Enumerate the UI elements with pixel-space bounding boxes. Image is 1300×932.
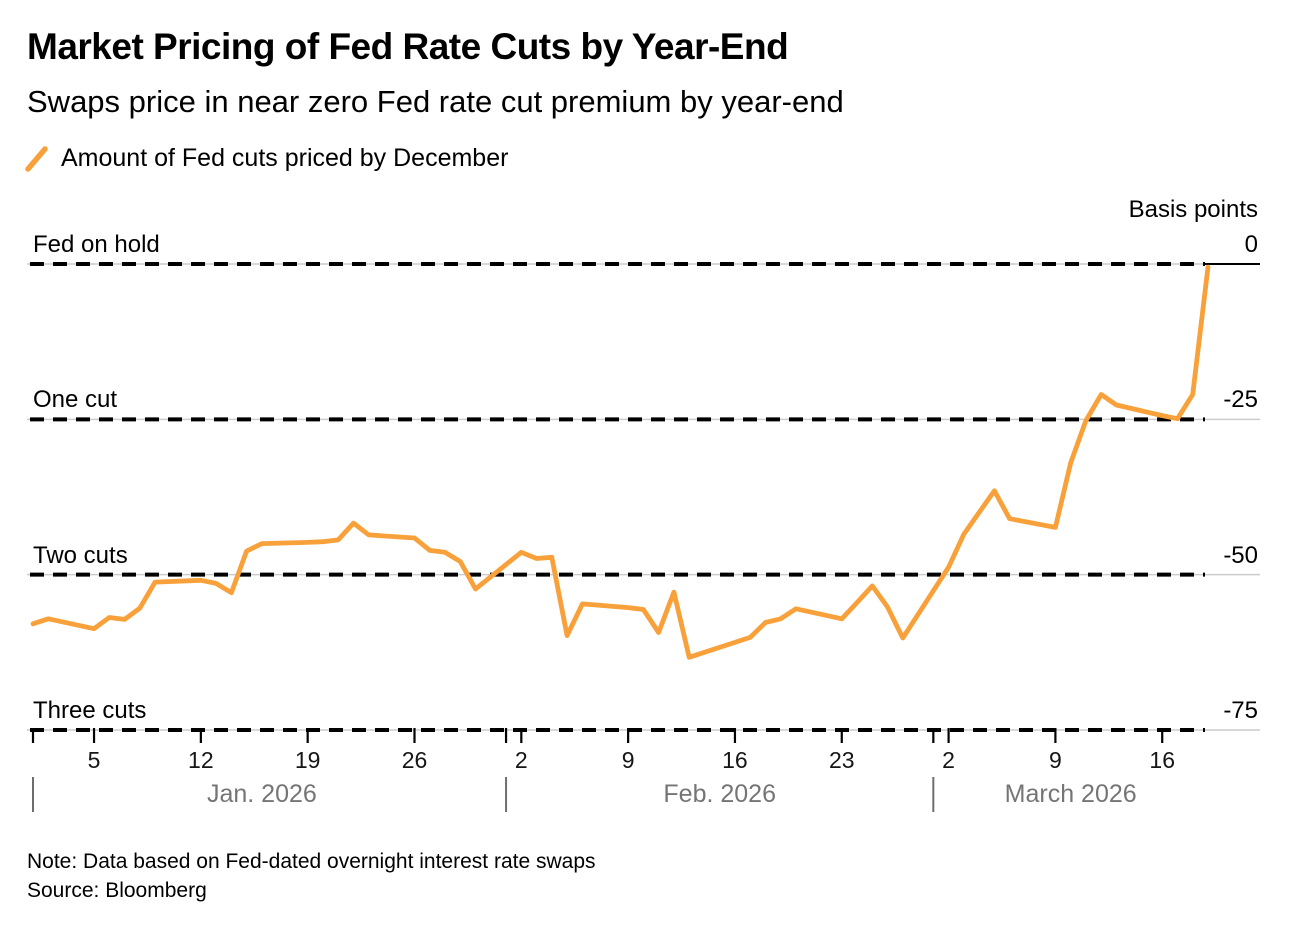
y-axis-label-25: -25 — [1223, 386, 1258, 414]
note-text: Note: Data based on Fed-dated overnight … — [27, 850, 596, 873]
y-axis-unit-label: Basis points — [1128, 196, 1258, 223]
month-label: Feb. 2026 — [663, 780, 776, 808]
y-axis-label-0: 0 — [1244, 231, 1258, 258]
month-label: March 2026 — [1004, 780, 1137, 808]
x-tick-label: 16 — [1149, 747, 1176, 773]
gridline-label-three-cuts: Three cuts — [33, 697, 147, 724]
legend-label: Amount of Fed cuts priced by December — [61, 144, 509, 172]
x-tick-label: 9 — [621, 747, 635, 773]
x-tick-label: 2 — [942, 747, 955, 773]
page-title: Market Pricing of Fed Rate Cuts by Year-… — [27, 26, 789, 67]
x-tick-label: 2 — [514, 747, 528, 773]
page-subtitle: Swaps price in near zero Fed rate cut pr… — [27, 84, 844, 119]
y-axis-label-75: -75 — [1223, 697, 1258, 724]
x-tick-label: 23 — [828, 747, 855, 773]
x-tick-label: 9 — [1048, 747, 1062, 773]
gridline-label-two-cuts: Two cuts — [33, 541, 128, 569]
y-axis-label-50: -50 — [1223, 541, 1258, 569]
x-tick-label: 5 — [87, 747, 101, 773]
x-tick-label: 19 — [294, 747, 321, 773]
x-tick-label: 26 — [401, 747, 428, 773]
x-tick-label: 12 — [188, 747, 214, 773]
gridline-label-one-cut: One cut — [33, 386, 118, 414]
gridline-label-fed-on-hold: Fed on hold — [33, 231, 160, 258]
source-text: Source: Bloomberg — [27, 879, 207, 902]
x-tick-label: 16 — [722, 747, 748, 773]
month-label: Jan. 2026 — [206, 780, 317, 808]
legend-item: Amount of Fed cuts priced by December — [25, 144, 508, 173]
data-line — [30, 264, 1211, 660]
legend-line-icon — [25, 145, 48, 172]
